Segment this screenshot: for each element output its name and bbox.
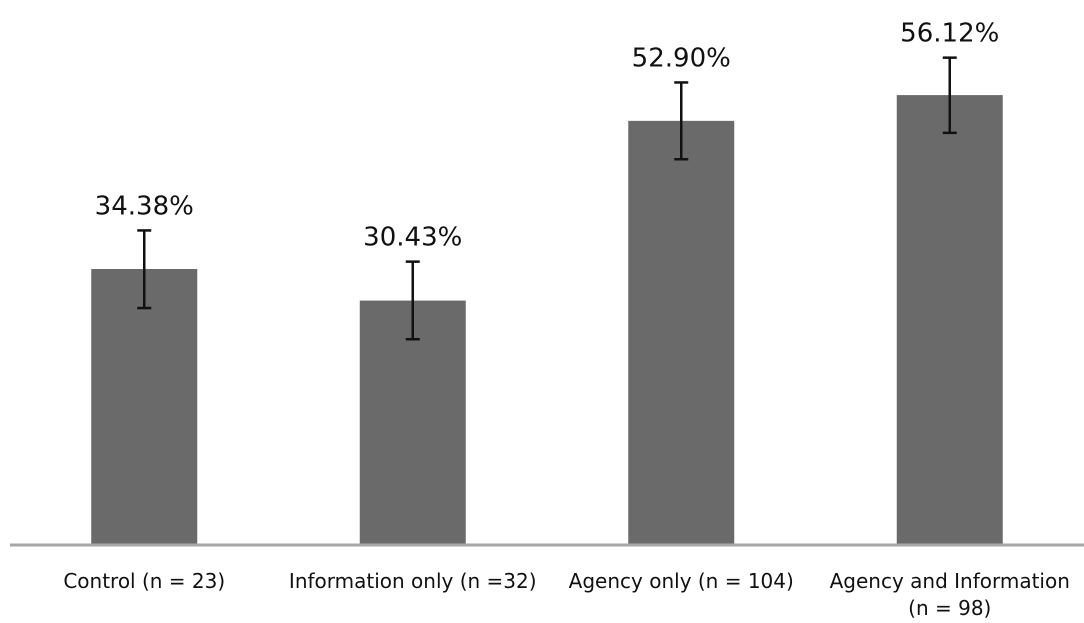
- data-label-2: 30.43%: [363, 223, 462, 253]
- data-label-1: 34.38%: [95, 191, 194, 221]
- bar-2: [359, 300, 466, 544]
- error-bars-layer: [137, 56, 957, 341]
- data-label-3: 52.90%: [632, 43, 731, 73]
- bar-1: [91, 268, 198, 544]
- value-labels-layer: 34.38% 30.43% 52.90% 56.12%: [95, 19, 1000, 253]
- category-label-2: Information only (n =32): [289, 569, 537, 593]
- data-label-4: 56.12%: [900, 19, 999, 49]
- category-label-1: Control (n = 23): [63, 569, 225, 593]
- bar-4: [896, 95, 1003, 544]
- category-labels-layer: Control (n = 23) Information only (n =32)…: [63, 569, 1070, 620]
- error-bar-2: [405, 260, 420, 341]
- bars-layer: [91, 95, 1003, 544]
- bar-3: [628, 120, 735, 544]
- error-bar-4: [942, 56, 957, 135]
- error-bar-3: [674, 81, 689, 161]
- error-bar-1: [137, 229, 152, 310]
- category-label-3: Agency only (n = 104): [569, 569, 794, 593]
- category-label-4: Agency and Information (n = 98): [830, 569, 1070, 620]
